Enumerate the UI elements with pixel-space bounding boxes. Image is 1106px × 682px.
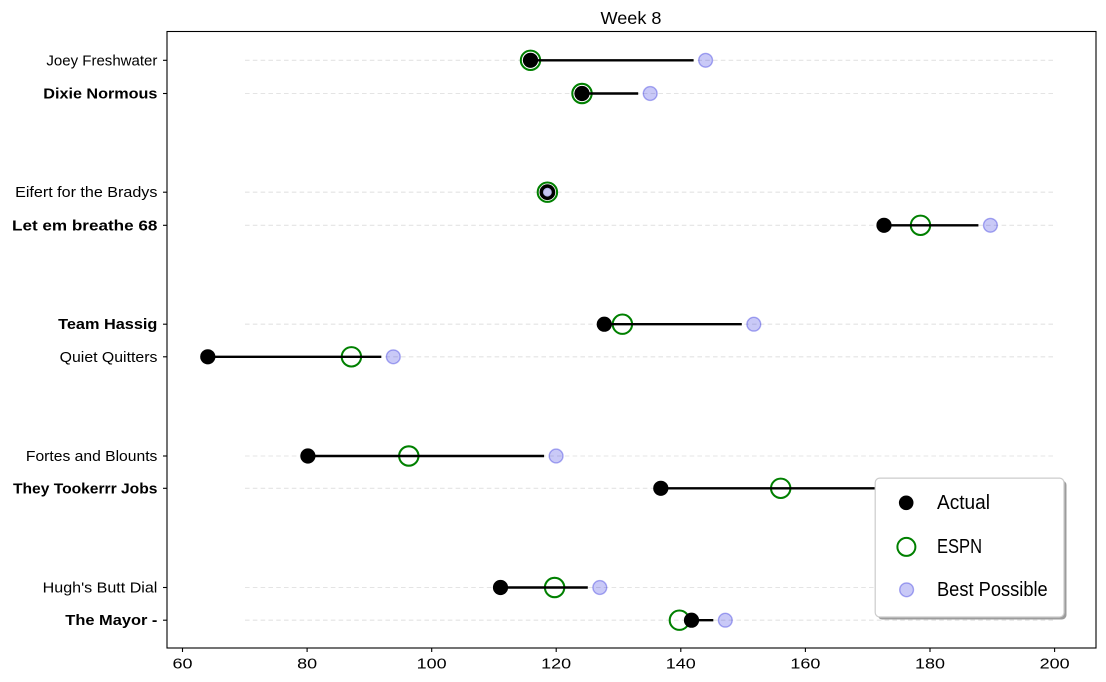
svg-text:ESPN: ESPN — [937, 536, 982, 558]
svg-text:180: 180 — [915, 657, 945, 673]
svg-text:Week 8: Week 8 — [601, 8, 662, 28]
svg-text:120: 120 — [541, 657, 571, 673]
svg-text:Hugh's Butt Dial: Hugh's Butt Dial — [43, 581, 158, 597]
svg-text:200: 200 — [1040, 657, 1070, 673]
svg-text:80: 80 — [297, 657, 317, 673]
svg-text:Quiet Quitters: Quiet Quitters — [60, 350, 158, 366]
svg-text:100: 100 — [417, 657, 447, 673]
svg-text:Best Possible: Best Possible — [937, 579, 1048, 601]
svg-text:140: 140 — [666, 657, 696, 673]
svg-text:60: 60 — [173, 657, 193, 673]
svg-text:Eifert for the Bradys: Eifert for the Bradys — [15, 185, 157, 201]
svg-text:They Tookerrr Jobs: They Tookerrr Jobs — [13, 481, 157, 497]
svg-text:Dixie Normous: Dixie Normous — [43, 87, 157, 103]
svg-text:The Mayor -: The Mayor - — [65, 613, 157, 629]
svg-text:Let em breathe 68: Let em breathe 68 — [12, 218, 157, 234]
svg-text:Fortes and Blounts: Fortes and Blounts — [26, 449, 158, 465]
svg-text:Actual: Actual — [937, 492, 990, 514]
svg-text:160: 160 — [790, 657, 820, 673]
svg-text:Joey Freshwater: Joey Freshwater — [46, 53, 157, 69]
svg-text:Team Hassig: Team Hassig — [58, 317, 157, 333]
